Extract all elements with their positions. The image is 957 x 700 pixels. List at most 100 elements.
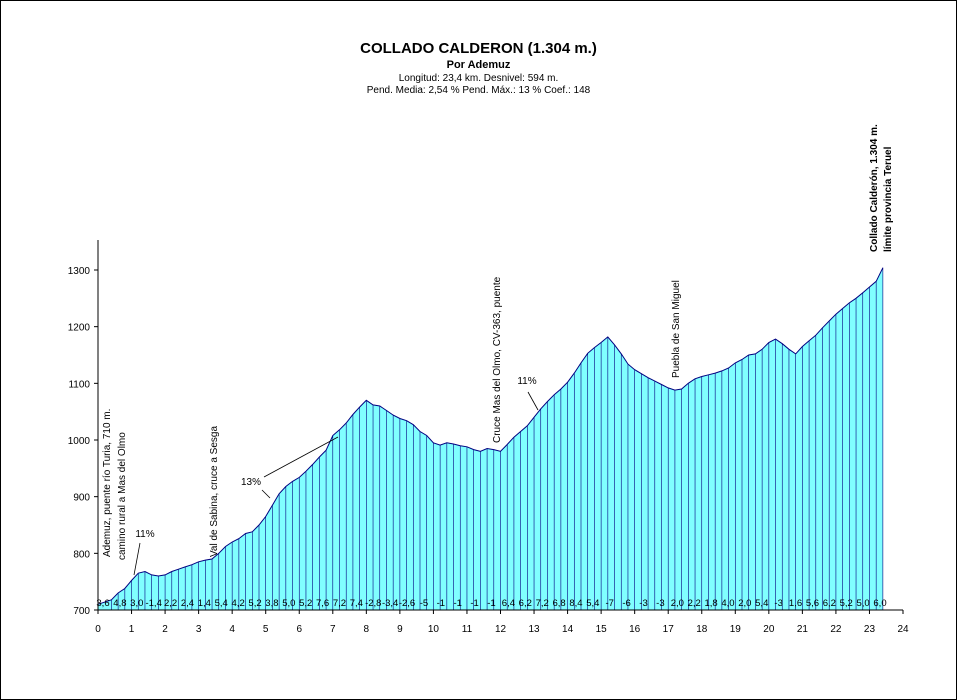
segment-gradient-label: 5,2 (299, 598, 312, 609)
segment-gradient-label: -3 (656, 598, 664, 609)
x-tick-label: 19 (730, 624, 742, 635)
x-tick-label: 4 (229, 624, 235, 635)
x-tick-label: 6 (296, 624, 302, 635)
segment-gradient-label: 6,2 (519, 598, 532, 609)
segment-gradient-label: 3,6 (96, 598, 109, 609)
x-tick-label: 12 (495, 624, 507, 635)
segment-gradient-label: 2,2 (164, 598, 177, 609)
segment-gradient-label: 6,2 (823, 598, 836, 609)
y-tick-label: 900 (73, 493, 90, 504)
segment-gradient-label: 3,0 (130, 598, 143, 609)
segment-gradient-label: 6,8 (552, 598, 565, 609)
y-tick-label: 1300 (68, 266, 91, 277)
chart-title: COLLADO CALDERON (1.304 m.) (360, 40, 597, 57)
segment-gradient-label: 7,4 (350, 598, 363, 609)
segment-gradient-label: 5,4 (215, 598, 228, 609)
segment-gradient-label: -6 (622, 598, 630, 609)
chart-subtitle: Por Ademuz (446, 59, 511, 71)
segment-gradient-label: -1 (470, 598, 478, 609)
place-annotation: Val de Sabina, cruce a Sesga (209, 426, 220, 557)
callout-leader-line (261, 489, 271, 499)
y-tick-label: 1000 (68, 436, 91, 447)
segment-gradient-label: -2,8 (365, 598, 381, 609)
segment-gradient-label: 5,2 (840, 598, 853, 609)
segment-gradient-label: 5,0 (282, 598, 295, 609)
place-annotation: límite provincia Teruel (883, 146, 894, 252)
segment-gradient-label: 4,0 (721, 598, 734, 609)
x-tick-label: 15 (596, 624, 608, 635)
x-tick-label: 14 (562, 624, 574, 635)
segment-gradient-label: 6,4 (502, 598, 515, 609)
x-tick-label: 22 (830, 624, 842, 635)
segment-gradient-label: -1 (453, 598, 461, 609)
place-annotation: camino rural a Mas del Olmo (117, 432, 128, 560)
segment-gradient-label: 7,2 (333, 598, 346, 609)
x-tick-label: 20 (763, 624, 775, 635)
x-tick-label: 18 (696, 624, 708, 635)
x-tick-label: 11 (462, 624, 473, 635)
y-tick-label: 1200 (68, 323, 91, 334)
place-annotation: Puebla de San Miguel (671, 280, 682, 378)
x-tick-label: 21 (797, 624, 809, 635)
place-annotation: Collado Calderón, 1.304 m. (869, 124, 880, 252)
callout-leader-line (527, 391, 539, 411)
y-tick-label: 700 (73, 606, 90, 617)
x-tick-label: 3 (196, 624, 202, 635)
gradient-callout: 11% (135, 529, 154, 540)
x-tick-label: 5 (263, 624, 269, 635)
callout-leader-line (263, 436, 339, 478)
x-tick-label: 0 (95, 624, 101, 635)
segment-gradient-label: -5 (420, 598, 428, 609)
segment-gradient-label: -2,6 (399, 598, 415, 609)
gradient-callout: 13% (241, 477, 261, 488)
x-tick-label: 23 (864, 624, 876, 635)
profile-line (97, 267, 884, 605)
gradient-callout: 11% (517, 376, 536, 387)
segment-gradient-label: -1 (437, 598, 445, 609)
x-tick-label: 2 (162, 624, 168, 635)
segment-gradient-label: 5,0 (856, 598, 869, 609)
segment-gradient-label: 6,0 (873, 598, 886, 609)
x-tick-label: 13 (528, 624, 540, 635)
segment-gradient-label: -1,4 (145, 598, 161, 609)
segment-gradient-label: 7,2 (536, 598, 549, 609)
x-tick-label: 9 (397, 624, 403, 635)
chart-length-info: Longitud: 23,4 km. Desnivel: 594 m. (398, 73, 559, 84)
segment-gradient-label: 5,2 (248, 598, 261, 609)
segment-gradient-label: 1,4 (198, 598, 211, 609)
segment-gradient-label: -3,4 (382, 598, 398, 609)
x-tick-label: 16 (629, 624, 641, 635)
callout-leader-line (133, 542, 141, 576)
segment-gradient-label: 2,4 (181, 598, 194, 609)
x-tick-label: 8 (364, 624, 370, 635)
segment-gradient-label: -3 (639, 598, 647, 609)
x-tick-label: 7 (330, 624, 336, 635)
segment-gradient-label: -1 (487, 598, 495, 609)
x-tick-label: 1 (129, 624, 135, 635)
profile-area (98, 267, 883, 610)
x-tick-label: 10 (428, 624, 440, 635)
segment-gradient-label: 4,8 (113, 598, 126, 609)
y-tick-label: 800 (73, 549, 90, 560)
y-tick-label: 1100 (68, 379, 90, 390)
segment-gradient-label: 3,8 (265, 598, 278, 609)
segment-gradient-label: 4,2 (232, 598, 245, 609)
segment-gradient-label: 5,6 (806, 598, 819, 609)
segment-gradient-label: 8,4 (569, 598, 582, 609)
segment-gradient-label: -7 (606, 598, 614, 609)
segment-gradient-label: 5,4 (586, 598, 599, 609)
segment-gradient-label: 2,2 (688, 598, 701, 609)
segment-gradient-label: 2,0 (738, 598, 751, 609)
chart-gradient-info: Pend. Media: 2,54 % Pend. Máx.: 13 % Coe… (366, 85, 591, 96)
segment-gradient-label: 7,6 (316, 598, 329, 609)
place-annotation: Ademuz, puente río Turia, 710 m. (102, 409, 113, 557)
x-tick-label: 17 (663, 624, 675, 635)
place-annotation: Cruce Mas del Olmo, CV-363, puente (492, 276, 503, 443)
segment-gradient-label: 1,6 (789, 598, 802, 609)
segment-gradient-label: -3 (774, 598, 782, 609)
segment-gradient-label: 2,0 (671, 598, 684, 609)
segment-gradient-label: 1,8 (704, 598, 717, 609)
segment-gradient-label: 5,4 (755, 598, 768, 609)
x-tick-label: 24 (897, 624, 909, 635)
